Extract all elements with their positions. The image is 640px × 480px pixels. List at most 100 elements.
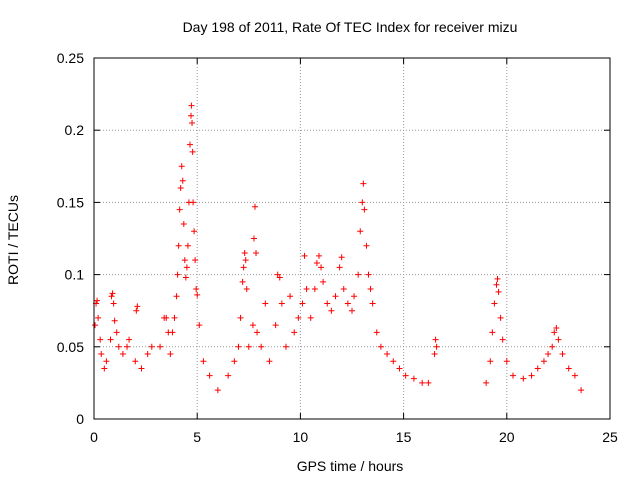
data-point [276,274,283,281]
data-point [194,291,201,298]
data-point [189,148,196,155]
data-point [107,336,114,343]
data-point [377,343,384,350]
data-point [148,343,155,350]
data-point [402,372,409,379]
data-point [171,314,178,321]
data-point [396,365,403,372]
data-point [369,300,376,307]
data-point [92,322,99,329]
data-point [190,199,197,206]
data-point [173,293,180,300]
data-point [103,358,110,365]
data-point [124,343,131,350]
data-point [359,199,366,206]
data-point [340,286,347,293]
data-point [240,264,247,271]
data-point [483,379,490,386]
data-point [384,351,391,358]
data-point [491,300,498,307]
data-point [336,264,343,271]
grid [94,58,610,419]
data-point [357,228,364,235]
data-point [177,184,184,191]
data-point [318,264,325,271]
data-point [138,365,145,372]
data-point [119,351,126,358]
data-point [181,257,188,264]
data-point [338,254,345,261]
data-point [487,358,494,365]
data-point [214,387,221,394]
data-point [251,203,258,210]
data-point [157,343,164,350]
data-point [315,252,322,259]
data-point [188,112,195,119]
data-point [551,329,558,336]
data-point [250,235,257,242]
data-point [365,271,372,278]
data-point [241,249,248,256]
data-point [361,206,368,213]
data-point [163,314,170,321]
data-point [295,314,302,321]
data-point [115,343,122,350]
data-point [183,264,190,271]
x-tick-label: 5 [193,429,201,445]
data-point [206,372,213,379]
data-point [132,358,139,365]
data-point [189,119,196,126]
x-tick-label: 20 [499,429,515,445]
data-point [174,271,181,278]
data-point [101,365,108,372]
y-tick-label: 0.15 [57,194,84,210]
data-point [493,281,500,288]
x-tick-label: 15 [396,429,412,445]
data-point [243,286,250,293]
data-point [282,343,289,350]
data-point [95,314,102,321]
data-point [272,322,279,329]
x-tick-label: 10 [293,429,309,445]
data-point [313,260,320,267]
data-point [239,278,246,285]
data-point [242,257,249,264]
data-point [324,300,331,307]
data-point [231,358,238,365]
y-tick-label: 0.25 [57,50,84,66]
data-point [320,278,327,285]
data-point [349,307,355,314]
data-point [262,300,269,307]
data-point [419,379,426,386]
data-point [332,293,339,300]
data-point [540,358,547,365]
data-point [196,322,203,329]
data-point [432,336,439,343]
data-point [509,372,516,379]
data-point [109,290,116,297]
data-point [489,329,496,336]
data-point [258,343,265,350]
data-point [495,288,502,295]
data-point [559,351,566,358]
data-point [176,206,183,213]
data-point [278,300,285,307]
data-point [235,343,242,350]
data-point [299,300,306,307]
data-point [367,286,374,293]
data-point [134,303,141,310]
data-point [192,257,199,264]
data-point [578,387,585,394]
data-point [169,329,176,336]
data-point [188,102,195,109]
data-point [425,379,432,386]
data-point [180,221,187,228]
y-axis: 0 0.05 0.1 0.15 0.2 0.25 [57,50,610,427]
y-tick-label: 0.05 [57,339,84,355]
data-point [344,300,351,307]
data-point [534,365,541,372]
data-point [351,293,358,300]
data-point [549,343,556,350]
data-point [182,274,189,281]
